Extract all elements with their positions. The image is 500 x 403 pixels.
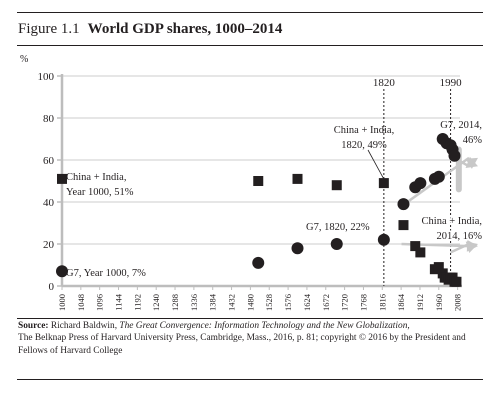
figure-number: Figure 1.1 (18, 21, 80, 37)
chart-annotation: 2014, 16% (437, 231, 483, 242)
chart-annotation: 46% (463, 135, 483, 146)
china-india-marker (433, 262, 444, 273)
x-tick-label: 1336 (189, 294, 199, 311)
china-india-marker (415, 247, 426, 258)
reference-line-label: 1990 (440, 77, 463, 89)
chart-annotation: China + India, (334, 125, 394, 136)
x-tick-label: 1816 (377, 294, 387, 311)
g7-marker (414, 177, 427, 190)
reference-line-label: 1820 (373, 77, 396, 89)
figure-title: Figure 1.1 World GDP shares, 1000–2014 (18, 21, 282, 38)
figure-title-text: World GDP shares, 1000–2014 (87, 21, 283, 37)
g7-marker (432, 170, 445, 183)
g7-marker (448, 149, 461, 162)
x-tick-label: 1720 (340, 294, 350, 311)
g7-marker (377, 233, 390, 246)
china-india-marker (451, 276, 462, 287)
source-book: The Great Convergence: Information Techn… (119, 321, 410, 331)
x-tick-label: 1000 (57, 294, 67, 311)
x-tick-label: 1864 (396, 293, 406, 311)
top-rule (17, 12, 483, 13)
china-india-marker (57, 173, 67, 184)
china-india-marker (253, 176, 264, 186)
x-tick-label: 1192 (132, 294, 142, 311)
source-note: Source: Richard Baldwin, The Great Conve… (18, 320, 486, 357)
g7-marker (252, 256, 265, 269)
x-tick-label: 1144 (114, 293, 124, 310)
y-tick-label: 40 (43, 197, 55, 209)
chart-annotation: G7, 1820, 22% (306, 222, 370, 233)
world-gdp-chart: % 0 20 40 60 80 100 1000 1048 1096 1144 1192 1240 128… (20, 54, 484, 311)
chart-annotation: Year 1000, 51% (66, 187, 134, 198)
y-tick-label: 20 (43, 239, 55, 251)
x-tick-label: 1768 (358, 294, 368, 311)
x-tick-label: 1096 (95, 294, 105, 311)
x-tick-label: 1048 (76, 294, 86, 311)
x-tick-label: 1672 (321, 294, 331, 311)
trend-arrowhead-3 (466, 239, 478, 252)
bottom-rule (17, 379, 483, 380)
china-india-marker (398, 220, 409, 231)
y-axis-label: % (20, 54, 28, 65)
chart-annotation: China + India, (422, 216, 482, 227)
g7-marker (291, 242, 304, 255)
x-tick-label: 1912 (415, 294, 425, 311)
y-tick-label: 80 (43, 113, 55, 125)
chart-annotation: 1820, 49% (341, 140, 387, 151)
china-india-marker (331, 180, 342, 191)
china-india-marker (292, 173, 303, 184)
y-tick-label: 100 (38, 71, 55, 83)
source-publisher: The Belknap Press of Harvard University … (18, 333, 466, 356)
x-tick-label: 1432 (227, 294, 237, 311)
x-tick-label: 1576 (283, 294, 293, 311)
chart-annotation: G7, Year 1000, 7% (66, 268, 146, 279)
source-rule (17, 318, 483, 319)
g7-marker (330, 238, 343, 250)
y-tick-label: 60 (43, 155, 55, 167)
x-tick-label: 1480 (245, 294, 255, 311)
x-tick-label: 2008 (453, 294, 463, 311)
x-tick-label: 1240 (151, 294, 161, 311)
x-tick-label: 1960 (434, 294, 444, 311)
trend-arrowhead-2 (465, 157, 478, 169)
china-india-marker (378, 178, 389, 189)
g7-marker (397, 198, 410, 211)
x-tick-label: 1384 (208, 293, 218, 311)
chart-annotation: G7, 2014, (440, 120, 482, 131)
annotation-leader (367, 149, 385, 180)
x-tick-label: 1624 (302, 293, 312, 311)
x-tick-label: 1528 (264, 294, 274, 311)
china-india-marker (410, 241, 421, 252)
chart-annotation: China + India, (66, 172, 126, 183)
x-tick-label: 1288 (170, 294, 180, 311)
source-label: Source: (18, 321, 49, 331)
y-tick-label: 0 (49, 281, 55, 293)
title-rule (17, 45, 483, 46)
source-author: Richard Baldwin, (50, 321, 118, 331)
g7-marker (56, 265, 68, 278)
